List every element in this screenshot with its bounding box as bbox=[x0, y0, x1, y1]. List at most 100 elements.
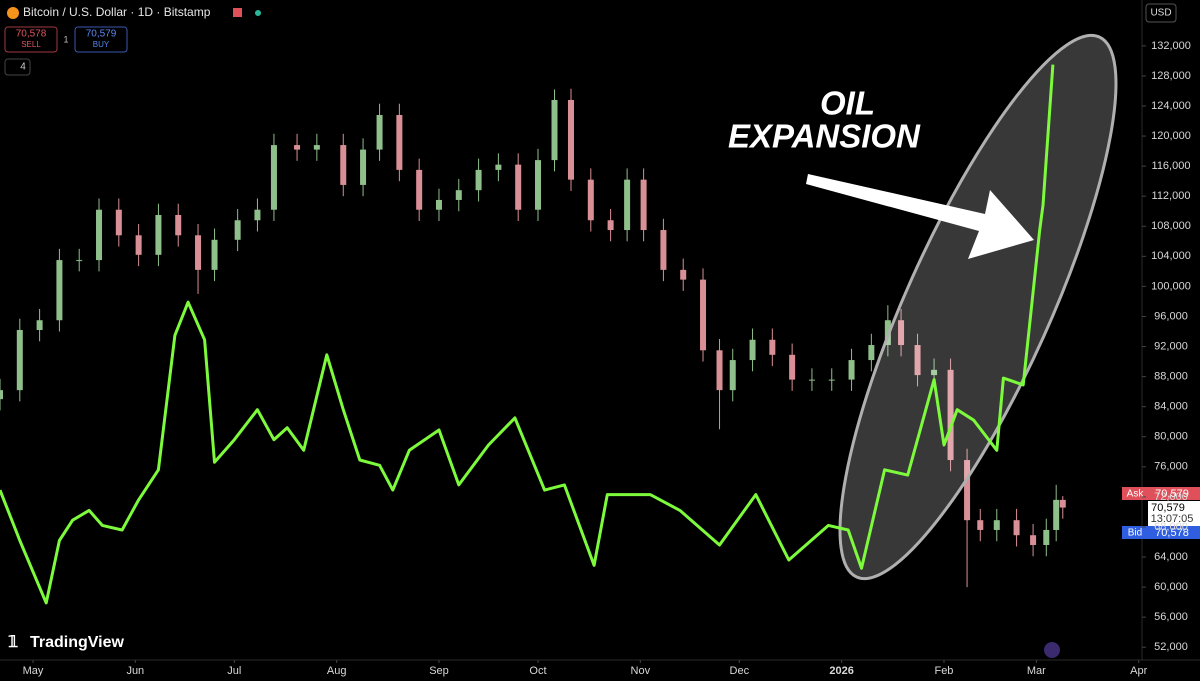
status-dot bbox=[255, 10, 261, 16]
candle-body bbox=[234, 220, 241, 240]
x-tick-label: Oct bbox=[529, 665, 546, 677]
candle-body bbox=[435, 199, 442, 210]
candle-body bbox=[36, 320, 43, 330]
y-tick-label: 132,000 bbox=[1151, 40, 1191, 52]
x-tick-label: Jun bbox=[126, 665, 144, 677]
y-tick-label: 92,000 bbox=[1154, 340, 1188, 352]
candle-body bbox=[993, 520, 1000, 530]
buy-button[interactable] bbox=[74, 26, 128, 53]
candle-body bbox=[828, 379, 835, 381]
overlay-layer bbox=[0, 64, 1055, 605]
buy-price: 70,579 bbox=[86, 29, 117, 40]
x-tick-label: Feb bbox=[934, 665, 953, 677]
candle-body bbox=[0, 390, 3, 400]
assistant-icon[interactable] bbox=[1044, 642, 1060, 658]
candle-body bbox=[396, 115, 403, 170]
y-tick-label: 100,000 bbox=[1151, 280, 1191, 292]
candle-body bbox=[254, 209, 261, 221]
sell-button[interactable] bbox=[4, 26, 58, 53]
ask-price: 70,579 bbox=[1155, 488, 1189, 500]
x-tick-label: Nov bbox=[631, 665, 651, 677]
sell-price: 70,578 bbox=[16, 29, 47, 40]
flag-icon bbox=[233, 8, 242, 17]
candle-body bbox=[135, 235, 142, 255]
bid-tag bbox=[1122, 526, 1148, 539]
candle-body bbox=[475, 169, 482, 191]
candle-body bbox=[1030, 535, 1037, 545]
candle-body bbox=[16, 330, 23, 391]
candle-body bbox=[769, 339, 776, 355]
x-tick-label: Jul bbox=[227, 665, 241, 677]
candle-body bbox=[175, 214, 182, 236]
candle-body bbox=[495, 164, 502, 170]
bid-price: 70,578 bbox=[1155, 527, 1189, 539]
candle-body bbox=[56, 260, 63, 321]
currency: USD bbox=[1150, 8, 1171, 19]
candle-body bbox=[195, 235, 202, 270]
candle-body bbox=[455, 190, 462, 200]
y-tick-label: 80,000 bbox=[1154, 431, 1188, 443]
spread: 1 bbox=[63, 34, 68, 44]
y-tick-label: 128,000 bbox=[1151, 70, 1191, 82]
y-tick-label: 72,000 bbox=[1154, 491, 1188, 503]
ask-label: Ask bbox=[1127, 489, 1145, 500]
chart-title: Bitcoin / U.S. Dollar · 1D · Bitstamp bbox=[23, 5, 211, 19]
y-tick-label: 120,000 bbox=[1151, 130, 1191, 142]
y-tick-label: 112,000 bbox=[1152, 190, 1191, 202]
y-tick-label: 108,000 bbox=[1151, 220, 1191, 232]
candle-body bbox=[96, 209, 103, 261]
y-tick-label: 104,000 bbox=[1151, 250, 1191, 262]
overlay-line bbox=[0, 64, 1055, 605]
candle-body bbox=[931, 369, 938, 376]
y-tick-label: 76,000 bbox=[1154, 461, 1188, 473]
candle-body bbox=[155, 214, 162, 255]
candle-body bbox=[568, 99, 574, 180]
coin-icon bbox=[7, 7, 19, 19]
candle-body bbox=[294, 145, 301, 150]
y-tick-label: 68,000 bbox=[1154, 521, 1188, 533]
candle-body bbox=[640, 179, 647, 231]
candle-body bbox=[376, 115, 383, 150]
x-tick-label: Sep bbox=[429, 665, 449, 677]
y-tick-label: 88,000 bbox=[1154, 371, 1188, 383]
candle-body bbox=[211, 239, 218, 270]
x-tick-label: Apr bbox=[1130, 665, 1147, 677]
candle-body bbox=[340, 145, 347, 185]
x-tick-label: Mar bbox=[1027, 665, 1046, 677]
ask-tag bbox=[1122, 487, 1148, 500]
y-tick-label: 64,000 bbox=[1154, 551, 1188, 563]
candle-body bbox=[680, 269, 687, 280]
currency-button[interactable] bbox=[1145, 3, 1177, 23]
x-tick-label: May bbox=[23, 665, 44, 677]
candle-body bbox=[848, 360, 855, 380]
watermark: TradingView bbox=[30, 634, 125, 651]
candle-body bbox=[947, 369, 954, 461]
candle-body bbox=[76, 260, 83, 262]
watermark-logo: 𝟙 bbox=[8, 634, 18, 651]
candle-body bbox=[1043, 529, 1050, 545]
indicators-toggle[interactable] bbox=[4, 58, 31, 76]
y-tick-label: 56,000 bbox=[1154, 611, 1188, 623]
sell-label: SELL bbox=[21, 40, 41, 49]
y-tick-label: 116,000 bbox=[1152, 160, 1191, 172]
x-tick-label: Dec bbox=[730, 665, 750, 677]
candle-body bbox=[808, 379, 815, 381]
candle-body bbox=[1053, 499, 1060, 530]
annotation: OIL bbox=[820, 85, 875, 122]
x-tick-label: 2026 bbox=[829, 665, 853, 677]
candle-body bbox=[729, 360, 736, 391]
buy-label: BUY bbox=[93, 40, 110, 49]
candle-body bbox=[551, 99, 558, 161]
candle-body bbox=[624, 179, 631, 231]
arrow bbox=[806, 174, 1034, 259]
y-tick-label: 60,000 bbox=[1154, 581, 1188, 593]
candle-body bbox=[607, 220, 614, 231]
candle-body bbox=[416, 169, 423, 210]
candle-body bbox=[789, 354, 796, 380]
countdown: 13:07:05 bbox=[1151, 513, 1194, 525]
candle-body bbox=[587, 179, 594, 221]
indicator-count: 4 bbox=[20, 62, 26, 73]
candle-body bbox=[360, 149, 367, 185]
